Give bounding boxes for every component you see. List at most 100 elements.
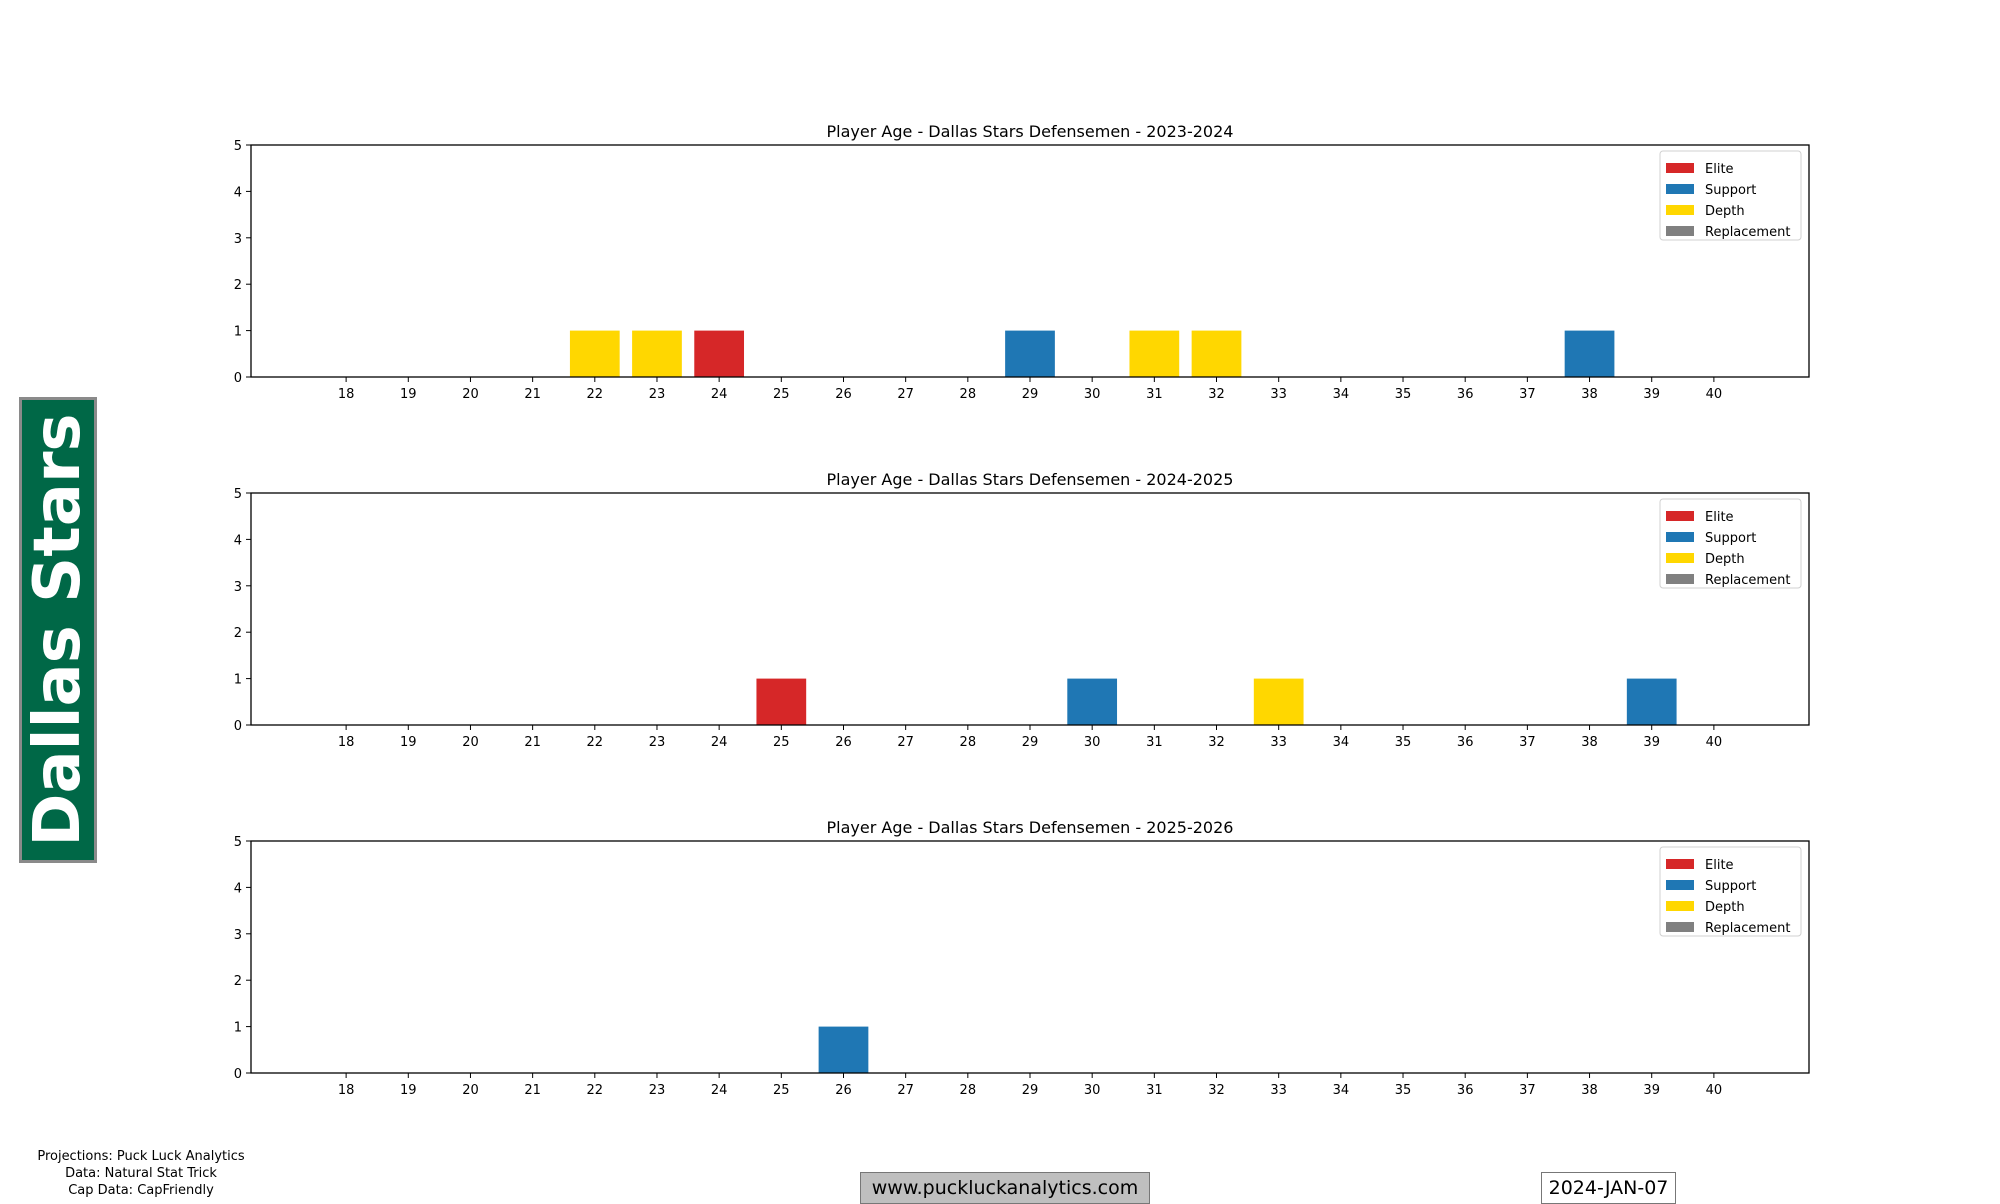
x-tick-label: 22	[587, 387, 604, 402]
chart-title: Player Age - Dallas Stars Defensemen - 2…	[827, 470, 1234, 489]
x-tick-label: 18	[338, 1083, 355, 1098]
legend-box	[1659, 150, 1802, 241]
credits: Projections: Puck Luck Analytics Data: N…	[20, 1148, 262, 1199]
x-tick-label: 36	[1457, 735, 1474, 750]
x-tick-label: 37	[1519, 387, 1536, 402]
y-tick-label: 2	[234, 626, 242, 641]
legend-swatch-support	[1666, 532, 1694, 542]
x-tick-label: 29	[1022, 735, 1039, 750]
legend-swatch-elite	[1666, 163, 1694, 173]
y-tick-label: 0	[234, 1067, 242, 1082]
x-tick-label: 23	[649, 387, 666, 402]
x-tick-label: 33	[1270, 735, 1287, 750]
x-tick-label: 36	[1457, 387, 1474, 402]
x-tick-label: 21	[524, 735, 541, 750]
legend-swatch-elite	[1666, 859, 1694, 869]
x-tick-label: 22	[587, 735, 604, 750]
x-tick-label: 25	[773, 735, 790, 750]
y-tick-label: 2	[234, 278, 242, 293]
x-tick-label: 35	[1395, 735, 1412, 750]
y-tick-label: 3	[234, 928, 242, 943]
legend-swatch-support	[1666, 184, 1694, 194]
x-tick-label: 19	[400, 735, 417, 750]
y-tick-label: 5	[234, 835, 242, 850]
bar-support-age-29	[1005, 330, 1055, 377]
x-tick-label: 39	[1643, 735, 1660, 750]
x-tick-label: 33	[1270, 1083, 1287, 1098]
x-tick-label: 32	[1208, 387, 1225, 402]
x-tick-label: 27	[897, 1083, 914, 1098]
bar-support-age-38	[1564, 330, 1615, 377]
x-tick-label: 40	[1706, 387, 1723, 402]
x-tick-label: 39	[1643, 1083, 1660, 1098]
bar-depth-age-22	[569, 330, 620, 377]
legend-swatch-replacement	[1666, 922, 1694, 932]
x-tick-label: 19	[400, 387, 417, 402]
bar-elite-age-24	[694, 330, 745, 377]
y-tick-label: 4	[234, 185, 242, 200]
x-tick-label: 21	[524, 387, 541, 402]
legend-label-depth: Depth	[1705, 552, 1745, 567]
x-tick-label: 28	[960, 387, 977, 402]
x-tick-label: 34	[1333, 735, 1350, 750]
x-tick-label: 35	[1395, 387, 1412, 402]
x-tick-label: 24	[711, 735, 728, 750]
legend-box	[1659, 846, 1802, 937]
x-tick-label: 30	[1084, 735, 1101, 750]
y-tick-label: 4	[234, 533, 242, 548]
x-tick-label: 34	[1333, 387, 1350, 402]
legend-swatch-elite	[1666, 511, 1694, 521]
y-tick-label: 3	[234, 580, 242, 595]
x-tick-label: 23	[649, 735, 666, 750]
y-tick-label: 0	[234, 371, 242, 386]
legend-label-replacement: Replacement	[1705, 921, 1790, 936]
x-tick-label: 34	[1333, 1083, 1350, 1098]
x-tick-label: 23	[649, 1083, 666, 1098]
x-tick-label: 38	[1581, 735, 1598, 750]
y-tick-label: 3	[234, 232, 242, 247]
bar-depth-age-23	[632, 330, 682, 377]
x-tick-label: 26	[835, 387, 852, 402]
bar-depth-age-33	[1253, 678, 1304, 725]
y-tick-label: 0	[234, 719, 242, 734]
x-tick-label: 32	[1208, 735, 1225, 750]
x-tick-label: 37	[1519, 1083, 1536, 1098]
x-tick-label: 28	[960, 1083, 977, 1098]
team-label: Dallas Stars	[21, 413, 95, 847]
x-tick-label: 27	[897, 735, 914, 750]
axes-frame	[250, 840, 1810, 1074]
x-tick-label: 40	[1706, 735, 1723, 750]
x-tick-label: 30	[1084, 1083, 1101, 1098]
x-tick-label: 20	[462, 387, 479, 402]
bar-support-age-30	[1067, 678, 1118, 725]
y-tick-label: 4	[234, 881, 242, 896]
x-tick-label: 26	[835, 735, 852, 750]
bar-elite-age-25	[756, 678, 807, 725]
x-tick-label: 31	[1146, 387, 1163, 402]
bar-support-age-39	[1626, 678, 1677, 725]
legend-swatch-depth	[1666, 553, 1694, 563]
legend-swatch-replacement	[1666, 226, 1694, 236]
x-tick-label: 27	[897, 387, 914, 402]
x-tick-label: 35	[1395, 1083, 1412, 1098]
chart-panel: Player Age - Dallas Stars Defensemen - 2…	[234, 122, 1810, 402]
x-tick-label: 32	[1208, 1083, 1225, 1098]
legend-label-elite: Elite	[1705, 858, 1734, 873]
legend-label-elite: Elite	[1705, 510, 1734, 525]
legend-label-replacement: Replacement	[1705, 225, 1790, 240]
chart-panel: Player Age - Dallas Stars Defensemen - 2…	[234, 470, 1810, 750]
bar-support-age-26	[818, 1026, 869, 1073]
credit-cap-data: Cap Data: CapFriendly	[68, 1183, 214, 1198]
x-tick-label: 20	[462, 735, 479, 750]
x-tick-label: 37	[1519, 735, 1536, 750]
y-tick-label: 5	[234, 487, 242, 502]
credit-data: Data: Natural Stat Trick	[65, 1166, 217, 1181]
chart-panel: Player Age - Dallas Stars Defensemen - 2…	[234, 818, 1810, 1098]
chart-title: Player Age - Dallas Stars Defensemen - 2…	[827, 122, 1234, 141]
x-tick-label: 29	[1022, 387, 1039, 402]
x-tick-label: 38	[1581, 387, 1598, 402]
legend-label-replacement: Replacement	[1705, 573, 1790, 588]
x-tick-label: 24	[711, 1083, 728, 1098]
legend-label-support: Support	[1705, 183, 1756, 198]
